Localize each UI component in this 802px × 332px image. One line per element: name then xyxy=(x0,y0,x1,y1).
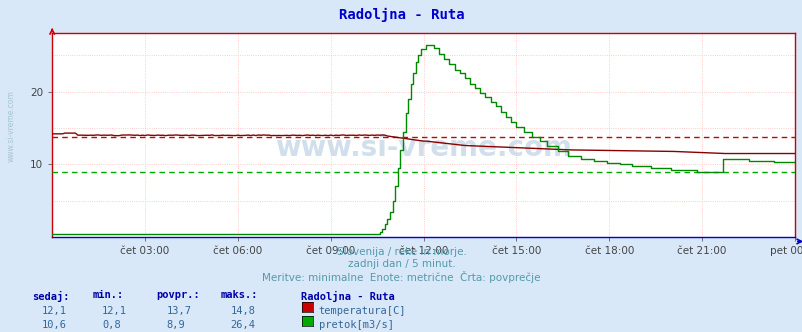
Text: Radoljna - Ruta: Radoljna - Ruta xyxy=(301,290,395,301)
Text: pretok[m3/s]: pretok[m3/s] xyxy=(318,320,393,330)
Text: 26,4: 26,4 xyxy=(230,320,255,330)
Text: Slovenija / reke in morje.: Slovenija / reke in morje. xyxy=(336,247,466,257)
Text: zadnji dan / 5 minut.: zadnji dan / 5 minut. xyxy=(347,259,455,269)
Text: min.:: min.: xyxy=(92,290,124,300)
Text: www.si-vreme.com: www.si-vreme.com xyxy=(6,90,15,162)
Text: 12,1: 12,1 xyxy=(102,306,127,316)
Text: 10,6: 10,6 xyxy=(42,320,67,330)
Text: 13,7: 13,7 xyxy=(166,306,191,316)
Text: www.si-vreme.com: www.si-vreme.com xyxy=(275,133,571,162)
Text: temperatura[C]: temperatura[C] xyxy=(318,306,406,316)
Text: povpr.:: povpr.: xyxy=(156,290,200,300)
Text: 0,8: 0,8 xyxy=(102,320,120,330)
Text: 12,1: 12,1 xyxy=(42,306,67,316)
Text: Radoljna - Ruta: Radoljna - Ruta xyxy=(338,8,464,23)
Text: Meritve: minimalne  Enote: metrične  Črta: povprečje: Meritve: minimalne Enote: metrične Črta:… xyxy=(262,271,540,283)
Text: sedaj:: sedaj: xyxy=(32,290,70,301)
Text: 8,9: 8,9 xyxy=(166,320,184,330)
Text: maks.:: maks.: xyxy=(221,290,258,300)
Text: 14,8: 14,8 xyxy=(230,306,255,316)
